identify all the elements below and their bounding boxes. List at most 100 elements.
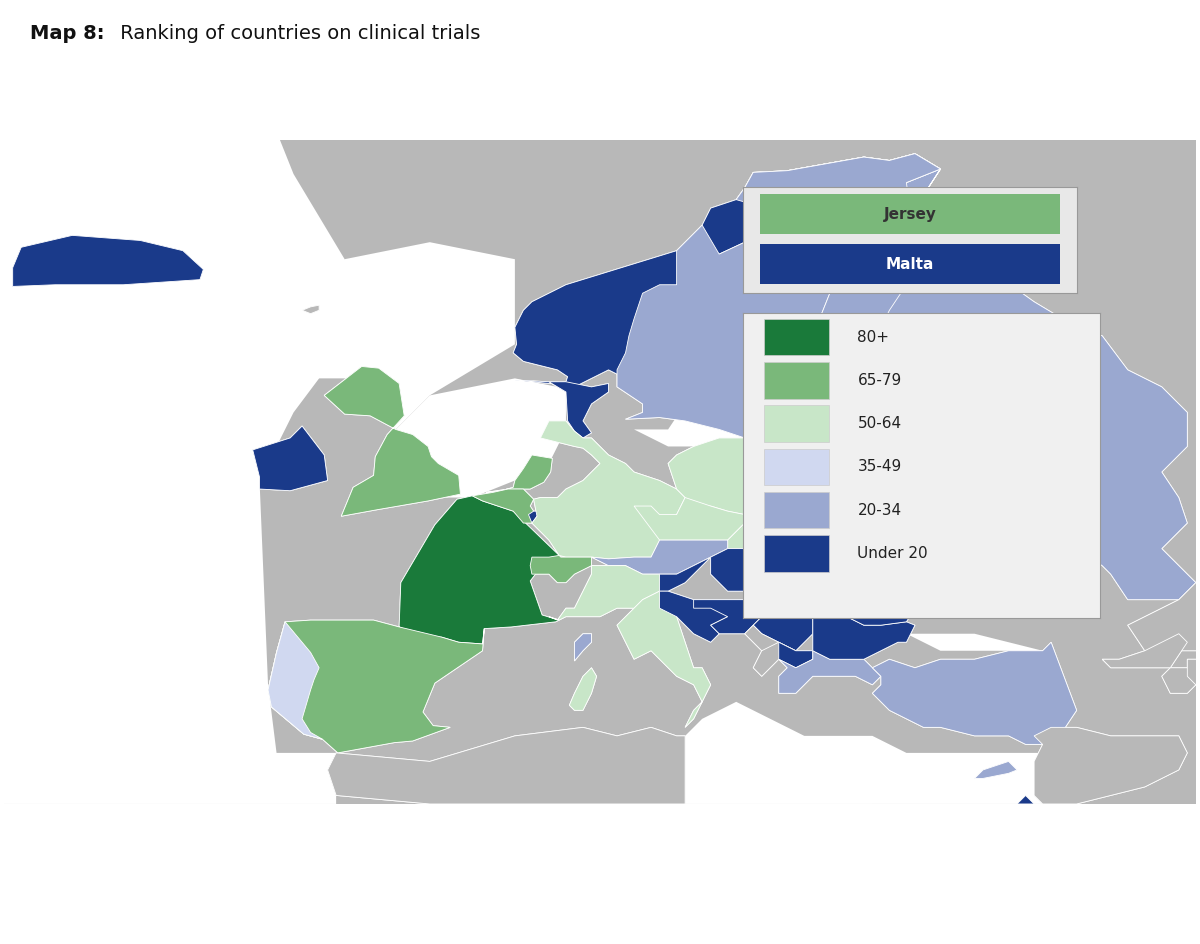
Polygon shape (268, 620, 485, 753)
Polygon shape (548, 381, 608, 438)
Polygon shape (812, 616, 914, 659)
Polygon shape (660, 591, 745, 642)
Polygon shape (548, 565, 668, 620)
Polygon shape (486, 455, 552, 493)
Polygon shape (694, 599, 762, 633)
Polygon shape (268, 620, 485, 753)
Polygon shape (668, 438, 839, 525)
Polygon shape (668, 438, 839, 525)
Polygon shape (634, 497, 745, 540)
Polygon shape (736, 154, 1196, 599)
Polygon shape (1034, 728, 1187, 804)
Text: Map 8:: Map 8: (30, 24, 104, 42)
Polygon shape (253, 426, 328, 491)
Polygon shape (881, 540, 949, 591)
Polygon shape (514, 154, 941, 392)
Polygon shape (302, 305, 319, 313)
Polygon shape (569, 667, 596, 710)
Polygon shape (575, 633, 592, 661)
Polygon shape (754, 642, 796, 676)
Polygon shape (548, 381, 608, 438)
Polygon shape (13, 235, 203, 286)
Polygon shape (745, 625, 779, 650)
Polygon shape (812, 480, 1068, 608)
Polygon shape (324, 366, 461, 516)
Polygon shape (328, 728, 685, 804)
Polygon shape (812, 540, 941, 625)
Polygon shape (787, 154, 966, 387)
Polygon shape (710, 540, 812, 591)
Polygon shape (872, 787, 1076, 872)
Polygon shape (253, 426, 328, 491)
Polygon shape (881, 336, 941, 387)
Polygon shape (745, 599, 812, 650)
Polygon shape (532, 421, 685, 559)
Polygon shape (787, 387, 898, 438)
Polygon shape (328, 728, 685, 804)
Polygon shape (1103, 633, 1187, 667)
Polygon shape (259, 243, 515, 430)
Polygon shape (779, 642, 812, 667)
Polygon shape (906, 633, 1060, 667)
Polygon shape (600, 362, 839, 447)
Polygon shape (268, 622, 323, 739)
Polygon shape (787, 387, 898, 438)
Polygon shape (473, 489, 538, 523)
Polygon shape (812, 480, 1068, 608)
Polygon shape (1018, 796, 1034, 830)
Polygon shape (514, 154, 941, 392)
Polygon shape (0, 89, 1200, 940)
Polygon shape (617, 591, 710, 728)
Polygon shape (881, 336, 941, 387)
Polygon shape (727, 523, 812, 548)
Polygon shape (486, 455, 552, 493)
Polygon shape (787, 154, 966, 387)
Polygon shape (1103, 633, 1187, 667)
Polygon shape (974, 762, 1018, 779)
Polygon shape (353, 496, 560, 644)
Polygon shape (660, 591, 745, 642)
Polygon shape (796, 370, 898, 396)
Polygon shape (1187, 659, 1200, 710)
Polygon shape (830, 447, 974, 489)
Polygon shape (1187, 659, 1200, 710)
Polygon shape (1162, 667, 1200, 693)
Polygon shape (302, 305, 319, 313)
Polygon shape (530, 555, 592, 582)
Text: Ranking of countries on clinical trials: Ranking of countries on clinical trials (114, 24, 480, 42)
Polygon shape (881, 540, 949, 591)
Polygon shape (530, 555, 592, 582)
Polygon shape (710, 540, 812, 591)
Polygon shape (575, 633, 592, 661)
Polygon shape (812, 616, 914, 659)
Polygon shape (694, 599, 762, 633)
Polygon shape (548, 565, 668, 620)
Polygon shape (1128, 565, 1200, 650)
Polygon shape (617, 169, 941, 438)
Polygon shape (727, 523, 812, 548)
Polygon shape (745, 625, 779, 650)
Polygon shape (0, 89, 344, 804)
Polygon shape (268, 622, 323, 739)
Polygon shape (872, 787, 1076, 872)
Polygon shape (528, 511, 540, 523)
Polygon shape (396, 379, 600, 497)
Polygon shape (787, 396, 872, 438)
Polygon shape (872, 642, 1076, 745)
Polygon shape (745, 599, 812, 650)
Polygon shape (660, 557, 710, 591)
Polygon shape (528, 511, 540, 523)
Polygon shape (592, 540, 727, 574)
Polygon shape (336, 701, 1043, 804)
Polygon shape (634, 497, 745, 540)
Polygon shape (473, 489, 538, 523)
Polygon shape (1162, 667, 1200, 693)
Polygon shape (787, 396, 872, 438)
Polygon shape (353, 496, 560, 644)
Polygon shape (754, 642, 796, 676)
Polygon shape (617, 591, 710, 728)
Polygon shape (324, 366, 461, 516)
Polygon shape (779, 642, 812, 667)
Polygon shape (830, 447, 974, 489)
Polygon shape (1018, 796, 1034, 830)
